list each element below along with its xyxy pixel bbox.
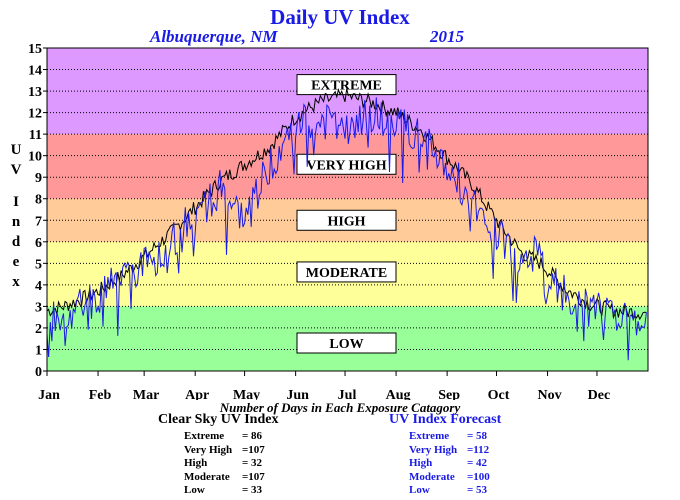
y-axis-label-u: U	[10, 142, 22, 158]
forecast-label: High	[409, 457, 433, 469]
x-tick-label: Jan	[38, 388, 60, 400]
clear-sky-label: Low	[184, 484, 205, 496]
chart-year: 2015	[430, 27, 464, 46]
clear-sky-row: Very High =107	[184, 444, 282, 458]
y-axis-label: U V I n d e x	[8, 140, 24, 292]
forecast-label: Extreme	[409, 430, 450, 442]
clear-sky-header: Clear Sky UV Index	[158, 412, 279, 427]
y-tick-label: 10	[28, 150, 42, 165]
footnote: Number of Days in Each Exposure Catagory	[219, 400, 461, 415]
y-axis-label-v: V	[10, 162, 22, 178]
y-tick-label: 13	[28, 85, 42, 100]
y-axis-label-x: x	[12, 274, 20, 290]
forecast-label: Low	[409, 484, 430, 496]
y-tick-label: 3	[35, 300, 42, 315]
x-tick-label: Jul	[338, 388, 357, 400]
forecast-value: = 42	[467, 457, 488, 469]
band-label: VERY HIGH	[306, 158, 386, 173]
forecast-line	[46, 97, 647, 361]
forecast-label: Moderate	[409, 470, 455, 483]
y-axis-label-e: e	[12, 254, 20, 270]
y-tick-label: 5	[35, 257, 42, 272]
forecast-row: Very High =112	[409, 444, 507, 458]
x-tick-label: Oct	[488, 388, 510, 400]
clear-sky-value: = 33	[242, 484, 263, 496]
clear-sky-value: = 86	[242, 430, 263, 442]
forecast-value: =100	[467, 470, 490, 483]
chart-location: Albuquerque, NM	[150, 27, 278, 46]
plot-frame	[46, 47, 649, 372]
y-tick-label: 4	[35, 279, 42, 294]
x-tick-label: Nov	[537, 388, 561, 400]
x-tick-label: May	[233, 388, 260, 400]
y-tick-label: 12	[28, 107, 42, 122]
x-tick-label: Aug	[386, 388, 411, 400]
y-tick-label: 2	[35, 322, 42, 337]
forecast-value: =112	[467, 443, 490, 456]
y-axis-label-n: n	[11, 214, 21, 230]
band-label: EXTREME	[311, 79, 382, 94]
band-label: LOW	[329, 337, 363, 352]
clear-sky-label: High	[184, 457, 208, 469]
x-tick-label: Sep	[438, 388, 460, 400]
x-tick-label: Apr	[185, 388, 209, 400]
forecast-stats: UV Index Forecast Extreme = 58 Very High =…	[389, 412, 507, 498]
y-tick-label: 0	[35, 365, 42, 380]
x-tick-label: Feb	[89, 388, 112, 400]
clear-sky-stats: Clear Sky UV Index Extreme = 86 Very High…	[158, 412, 282, 498]
y-tick-label: 6	[35, 236, 42, 251]
band-label-box	[296, 74, 397, 96]
y-tick-label: 15	[28, 42, 42, 57]
clear-sky-row: High = 32	[184, 457, 282, 471]
forecast-row: High = 42	[409, 457, 507, 471]
chart-title: Daily UV Index	[270, 5, 410, 29]
y-tick-label: 7	[35, 214, 42, 229]
forecast-row: Low = 53	[409, 484, 507, 498]
forecast-row: Extreme = 58	[409, 430, 507, 444]
clear-sky-label: Moderate	[184, 470, 230, 483]
forecast-header: UV Index Forecast	[389, 412, 502, 427]
band-label-box	[296, 153, 397, 175]
band-label-box	[296, 332, 397, 354]
x-tick-label: Dec	[588, 388, 611, 400]
y-tick-label: 11	[29, 128, 42, 143]
y-tick-label: 14	[28, 64, 42, 79]
y-tick-label: 1	[35, 343, 42, 358]
clear-sky-row: Extreme = 86	[184, 430, 282, 444]
clear-sky-value: = 32	[242, 457, 263, 469]
forecast-value: = 58	[467, 430, 488, 442]
forecast-label: Very High	[409, 443, 458, 456]
x-tick-label: Jun	[286, 388, 309, 400]
clear-sky-line	[46, 87, 647, 321]
y-axis-label-d: d	[11, 234, 21, 250]
forecast-value: = 53	[467, 484, 488, 496]
band-label-box	[296, 261, 397, 283]
clear-sky-label: Very High	[184, 443, 233, 456]
clear-sky-row: Moderate =107	[184, 471, 282, 485]
clear-sky-row: Low = 33	[184, 484, 282, 498]
clear-sky-value: =107	[242, 443, 265, 456]
x-tick-label: Mar	[133, 388, 159, 400]
band-label: MODERATE	[306, 266, 387, 281]
y-tick-label: 8	[35, 193, 42, 208]
forecast-row: Moderate =100	[409, 471, 507, 485]
clear-sky-value: =107	[242, 470, 265, 483]
band-label: HIGH	[327, 214, 365, 229]
clear-sky-label: Extreme	[184, 430, 225, 442]
band-label-box	[296, 209, 397, 231]
y-tick-label: 9	[35, 171, 42, 186]
y-axis-label-i: I	[13, 194, 19, 210]
